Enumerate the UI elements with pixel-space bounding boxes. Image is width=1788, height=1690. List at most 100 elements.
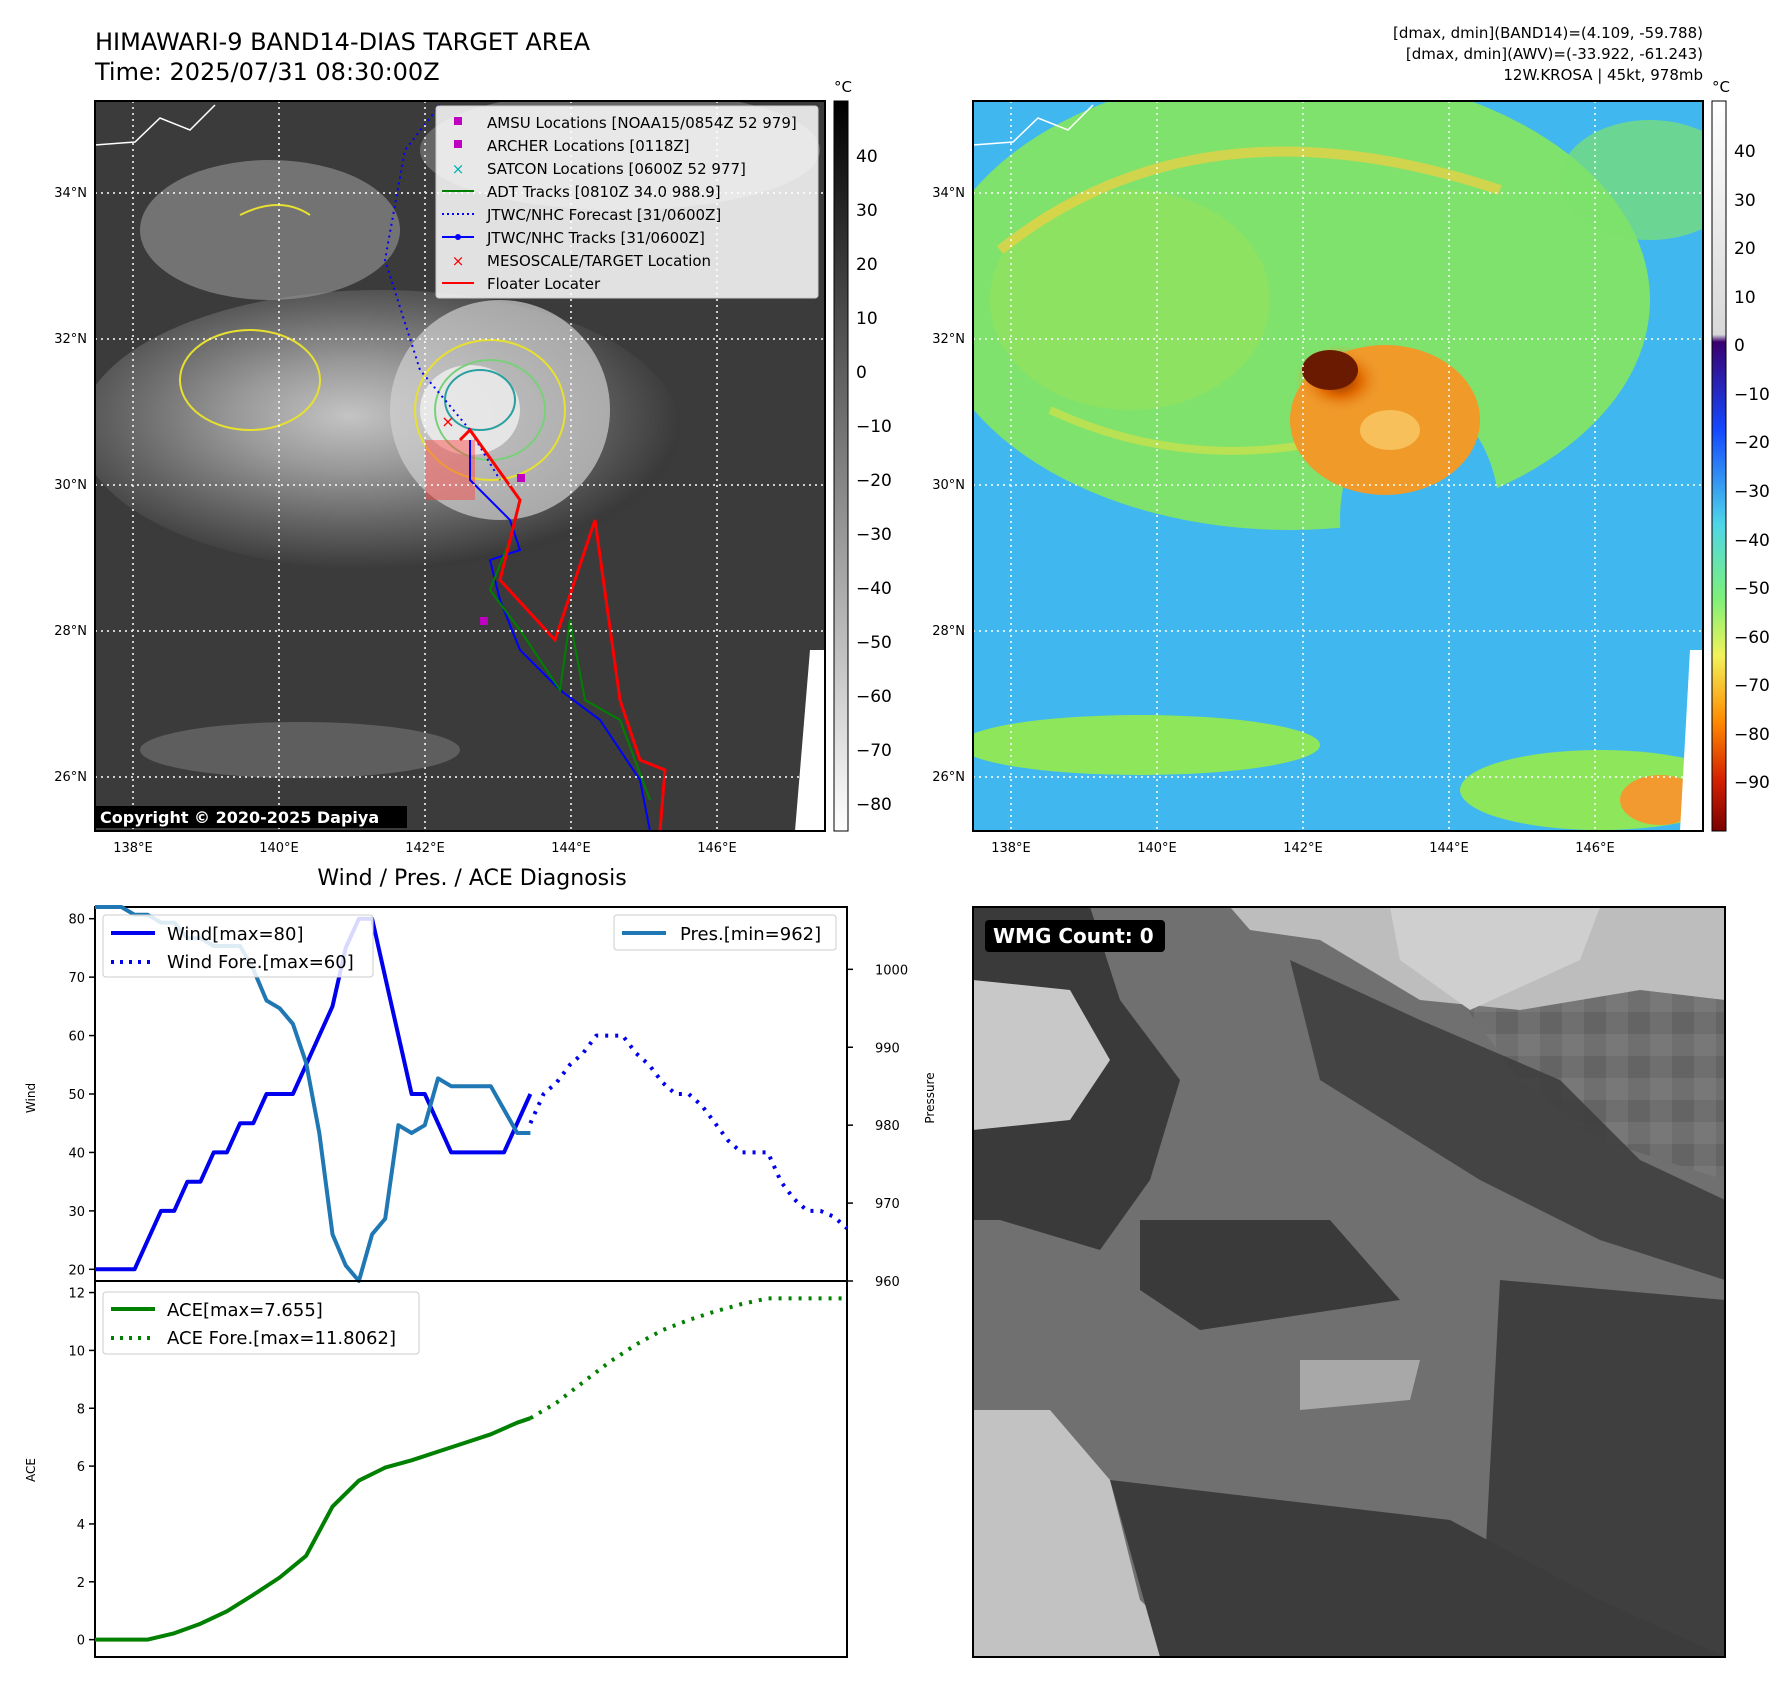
svg-text:40: 40: [1734, 142, 1756, 162]
svg-text:20: 20: [1734, 239, 1756, 259]
svg-text:−30: −30: [856, 525, 892, 545]
legend-label-tracks: JTWC/NHC Tracks [31/0600Z]: [486, 229, 705, 247]
figure-title-line1: HIMAWARI-9 BAND14-DIAS TARGET AREA: [95, 28, 591, 56]
pressure-axis-label: Pressure: [923, 1072, 937, 1123]
svg-text:142°E: 142°E: [1283, 841, 1323, 856]
jtwc-track: [469, 440, 651, 831]
svg-text:26°N: 26°N: [54, 770, 87, 785]
svg-text:140°E: 140°E: [259, 841, 299, 856]
legend-label-archer: ARCHER Locations [0118Z]: [487, 137, 690, 155]
y-tick-label: 8: [77, 1402, 85, 1417]
y-tick-label: 10: [68, 1344, 85, 1359]
left-colorbar: °C 40 30 20 10 0 −10 −20 −30 −40 −50 −60…: [833, 78, 892, 832]
svg-text:10: 10: [856, 309, 878, 329]
water-vapor-map: [973, 101, 1703, 831]
archer-location-marker: [480, 617, 488, 625]
svg-text:−40: −40: [856, 579, 892, 599]
info-line3: 12W.KROSA | 45kt, 978mb: [1503, 66, 1703, 84]
adt-track: [488, 539, 651, 801]
svg-text:30°N: 30°N: [54, 478, 87, 493]
y-tick-label: 30: [68, 1205, 85, 1220]
svg-text:144°E: 144°E: [551, 841, 591, 856]
y-tick-label: 12: [68, 1287, 85, 1302]
series-line-ace: [95, 1416, 532, 1642]
svg-text:−10: −10: [1734, 385, 1770, 405]
svg-text:−50: −50: [856, 633, 892, 653]
legend-label-floater: Floater Locater: [487, 275, 601, 293]
svg-text:−60: −60: [1734, 628, 1770, 648]
svg-text:34°N: 34°N: [54, 186, 87, 201]
right-colorbar: °C 40 30 20 10 0 −10 −20 −30 −40 −50 −60…: [1711, 78, 1770, 832]
svg-text:138°E: 138°E: [991, 841, 1031, 856]
wind-legend: Wind[max=80] Wind Fore.[max=60]: [102, 914, 374, 978]
pressure-legend-label: Pres.[min=962]: [680, 924, 821, 945]
legend-label-adt: ADT Tracks [0810Z 34.0 988.9]: [487, 183, 721, 201]
floater-locater: [458, 427, 667, 831]
map-legend: AMSU Locations [NOAA15/0854Z 52 979] ARC…: [435, 105, 819, 299]
y-right-tick-label: 960: [875, 1275, 900, 1290]
svg-text:146°E: 146°E: [1575, 841, 1615, 856]
info-line2: [dmax, dmin](AWV)=(-33.922, -61.243): [1406, 45, 1703, 63]
svg-text:−30: −30: [1734, 482, 1770, 502]
y-tick-label: 80: [68, 913, 85, 928]
legend-label-amsu: AMSU Locations [NOAA15/0854Z 52 979]: [487, 114, 797, 132]
svg-text:26°N: 26°N: [932, 770, 965, 785]
archer-legend-icon: [454, 140, 462, 148]
right-map-frame: [972, 100, 1704, 832]
svg-text:20: 20: [856, 255, 878, 275]
svg-text:144°E: 144°E: [1429, 841, 1469, 856]
y-right-tick-label: 970: [875, 1197, 900, 1212]
y-tick-label: 40: [68, 1146, 85, 1161]
left-colorbar-unit: °C: [834, 78, 852, 96]
svg-text:−70: −70: [1734, 676, 1770, 696]
svg-text:32°N: 32°N: [932, 332, 965, 347]
svg-text:138°E: 138°E: [113, 841, 153, 856]
target-location-marker: ×: [441, 412, 454, 431]
svg-text:28°N: 28°N: [932, 624, 965, 639]
y-tick-label: 6: [77, 1460, 85, 1475]
diagnosis-title: Wind / Pres. / ACE Diagnosis: [317, 866, 626, 891]
left-map-lat-ticks: 34°N 32°N 30°N 28°N 26°N: [54, 186, 87, 785]
left-map-frame: [94, 100, 826, 832]
svg-text:40: 40: [856, 147, 878, 167]
right-colorbar-unit: °C: [1712, 78, 1730, 96]
svg-text:30°N: 30°N: [932, 478, 965, 493]
legend-label-satcon: SATCON Locations [0600Z 52 977]: [487, 160, 746, 178]
amsu-legend-icon: [454, 117, 462, 125]
svg-text:140°E: 140°E: [1137, 841, 1177, 856]
svg-text:−70: −70: [856, 741, 892, 761]
svg-text:34°N: 34°N: [932, 186, 965, 201]
legend-label-target: MESOSCALE/TARGET Location: [487, 252, 711, 270]
svg-text:−40: −40: [1734, 531, 1770, 551]
right-map-lat-ticks: 34°N 32°N 30°N 28°N 26°N: [932, 186, 965, 785]
wind-legend-label: Wind[max=80]: [167, 924, 304, 945]
storm-tracks: ×: [383, 104, 667, 831]
y-tick-label: 60: [68, 1030, 85, 1045]
svg-text:−90: −90: [1734, 773, 1770, 793]
y-right-tick-label: 1000: [875, 963, 908, 978]
wind-fore-legend-label: Wind Fore.[max=60]: [167, 952, 354, 973]
svg-text:−60: −60: [856, 687, 892, 707]
info-line1: [dmax, dmin](BAND14)=(4.109, -59.788): [1393, 24, 1703, 42]
svg-text:0: 0: [1734, 336, 1745, 356]
series-line-ace-fore: [529, 1296, 847, 1420]
svg-text:30: 30: [856, 201, 878, 221]
ace-axis-label: ACE: [24, 1458, 38, 1482]
svg-text:32°N: 32°N: [54, 332, 87, 347]
right-map-grid: [973, 101, 1703, 831]
svg-text:−80: −80: [1734, 725, 1770, 745]
y-right-tick-label: 990: [875, 1041, 900, 1056]
svg-text:30: 30: [1734, 191, 1756, 211]
svg-text:−10: −10: [856, 417, 892, 437]
ace-chart: 0 2 4 6 8 10 12: [68, 1280, 848, 1658]
ace-legend-label: ACE[max=7.655]: [167, 1300, 323, 1321]
right-map-lon-ticks: 138°E 140°E 142°E 144°E 146°E: [991, 841, 1615, 856]
y-tick-label: 2: [77, 1576, 85, 1591]
svg-text:−20: −20: [1734, 433, 1770, 453]
wmg-panel-frame: [972, 906, 1726, 1658]
svg-text:10: 10: [1734, 288, 1756, 308]
svg-text:−50: −50: [1734, 579, 1770, 599]
pressure-legend: Pres.[min=962]: [613, 914, 837, 951]
svg-text:146°E: 146°E: [697, 841, 737, 856]
